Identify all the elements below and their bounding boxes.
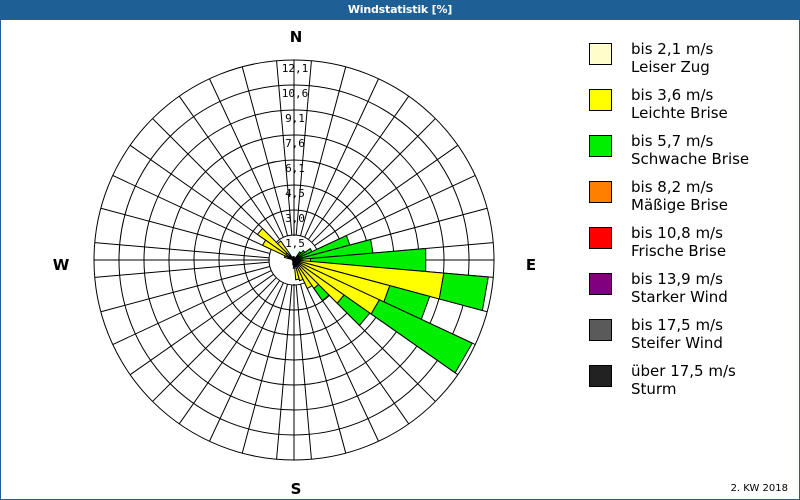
legend-swatch: [589, 181, 612, 203]
legend-speed: bis 10,8 m/s: [631, 224, 723, 242]
legend-speed: bis 3,6 m/s: [631, 86, 714, 104]
ring-label: 1,5: [285, 237, 305, 250]
ring-label: 3,0: [285, 212, 305, 225]
legend-item-steifer-wind: bis 17,5 m/s Steifer Wind: [589, 316, 789, 362]
legend-item-leichte-brise: bis 3,6 m/s Leichte Brise: [589, 86, 789, 132]
ring-label: 9,1: [285, 112, 305, 125]
ring-label: 12,1: [282, 62, 309, 75]
wind-sector-bar: [370, 299, 473, 374]
ring-labels: 1,5 3,0 4,5 6,1 7,6 9,1 10,6 12,1: [282, 62, 309, 250]
ring-label: 6,1: [285, 162, 305, 175]
legend-speed: über 17,5 m/s: [631, 362, 736, 380]
legend-speed: bis 2,1 m/s: [631, 40, 714, 58]
compass-east: E: [526, 256, 536, 274]
legend-label: Schwache Brise: [631, 150, 750, 168]
legend-label: Frische Brise: [631, 242, 727, 260]
ring-label: 4,5: [285, 187, 305, 200]
legend-item-sturm: über 17,5 m/s Sturm: [589, 362, 789, 408]
legend-label: Leichte Brise: [631, 104, 728, 122]
legend-swatch: [589, 273, 612, 295]
chart-title: Windstatistik [%]: [347, 3, 453, 16]
legend-speed: bis 8,2 m/s: [631, 178, 714, 196]
legend-speed: bis 5,7 m/s: [631, 132, 714, 150]
wind-sector-bar: [256, 227, 288, 255]
legend-item-starker-wind: bis 13,9 m/s Starker Wind: [589, 270, 789, 316]
legend-swatch: [589, 43, 612, 65]
ring-label: 10,6: [282, 87, 309, 100]
legend-swatch: [589, 319, 612, 341]
legend-item-frische-brise: bis 10,8 m/s Frische Brise: [589, 224, 789, 270]
legend-item-schwache-brise: bis 5,7 m/s Schwache Brise: [589, 132, 789, 178]
legend-item-leiser-zug: bis 2,1 m/s Leiser Zug: [589, 40, 789, 86]
legend-label: Leiser Zug: [631, 58, 710, 76]
ring-label: 7,6: [285, 137, 305, 150]
legend-label: Starker Wind: [631, 288, 728, 306]
legend-swatch: [589, 89, 612, 111]
wind-sector-bar: [313, 283, 330, 302]
title-bar: Windstatistik [%]: [0, 0, 800, 20]
legend-swatch: [589, 135, 612, 157]
legend-swatch: [589, 365, 612, 387]
wind-sector-bar: [438, 272, 489, 312]
wind-sector-bar: [276, 240, 291, 257]
legend-label: Sturm: [631, 380, 677, 398]
wind-sector-bar: [336, 294, 371, 327]
compass-north: N: [290, 28, 303, 46]
week-label: 2. KW 2018: [730, 483, 788, 494]
legend-speed: bis 17,5 m/s: [631, 316, 723, 334]
legend-label: Mäßige Brise: [631, 196, 728, 214]
legend-item-maessige-brise: bis 8,2 m/s Mäßige Brise: [589, 178, 789, 224]
legend-swatch: [589, 227, 612, 249]
wind-sectors: [256, 227, 489, 374]
legend-speed: bis 13,9 m/s: [631, 270, 723, 288]
compass-west: W: [53, 256, 70, 274]
wind-sector-bar: [292, 256, 295, 261]
legend-label: Steifer Wind: [631, 334, 723, 352]
compass-south: S: [291, 480, 302, 498]
legend: bis 2,1 m/s Leiser Zug bis 3,6 m/s Leichte…: [589, 40, 789, 408]
